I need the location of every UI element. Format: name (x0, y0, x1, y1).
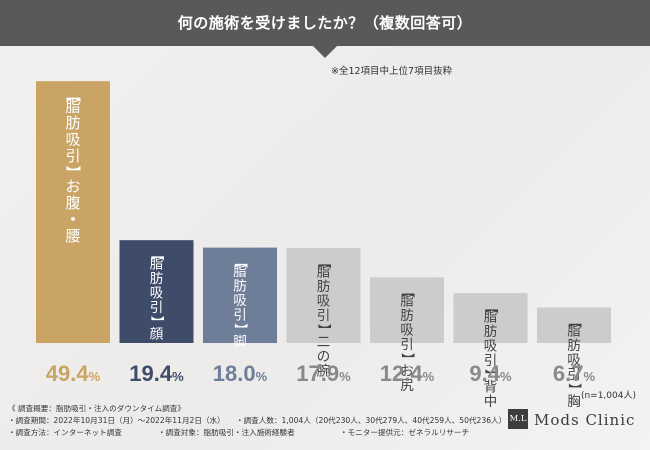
svg-text:吸: 吸 (567, 353, 581, 369)
value-label-3: 18.0% (213, 361, 268, 386)
svg-text:腕: 腕 (317, 363, 331, 379)
svg-text:肪: 肪 (400, 308, 414, 324)
svg-text:顔: 顔 (150, 326, 164, 342)
svg-text:【: 【 (483, 300, 499, 314)
value-label-2: 19.4% (129, 361, 184, 386)
bar-label-2: 【脂肪吸引】顔 (149, 247, 165, 342)
svg-text:脂: 脂 (233, 264, 247, 280)
bar-label-7: 【脂肪吸引】胸 (566, 315, 582, 410)
svg-text:脂: 脂 (400, 293, 414, 309)
bar-label-1: 【脂肪吸引】お腹・腰 (64, 88, 82, 245)
bar-5 (370, 277, 444, 343)
svg-text:【: 【 (149, 247, 165, 261)
bar-6 (453, 293, 528, 343)
svg-text:お: お (400, 364, 414, 380)
svg-text:引: 引 (65, 147, 80, 165)
svg-text:尻: 尻 (400, 378, 414, 394)
svg-text:お: お (65, 177, 80, 195)
svg-text:】: 】 (483, 369, 499, 383)
svg-text:背: 背 (484, 379, 498, 395)
sample-size-label: (n=1,004人) (580, 391, 636, 401)
svg-text:肪: 肪 (317, 279, 331, 295)
bar-4 (286, 248, 361, 343)
bar-label-4: 【脂肪吸引】二の腕 (316, 255, 332, 379)
svg-text:吸: 吸 (484, 338, 498, 354)
svg-text:腰: 腰 (65, 227, 80, 245)
chart-title: 何の施術を受けましたか？（複数回答可） (177, 14, 473, 32)
header-pointer (313, 46, 337, 58)
svg-text:腹: 腹 (65, 194, 80, 212)
svg-text:肪: 肪 (150, 271, 164, 287)
svg-text:肪: 肪 (233, 278, 247, 294)
svg-text:【: 【 (566, 315, 582, 329)
svg-text:吸: 吸 (65, 131, 80, 149)
svg-text:】: 】 (316, 324, 332, 338)
logo-text: Mods Clinic (534, 411, 636, 429)
svg-text:】: 】 (149, 316, 165, 330)
svg-text:胸: 胸 (567, 394, 581, 410)
svg-text:肪: 肪 (484, 324, 498, 340)
svg-text:二: 二 (317, 334, 331, 350)
brand-logo: M.L Mods Clinic (508, 409, 640, 431)
svg-text:肪: 肪 (567, 338, 581, 354)
svg-text:脂: 脂 (65, 98, 80, 116)
bar-1 (36, 81, 110, 344)
bar-3 (203, 247, 277, 343)
svg-text:【: 【 (316, 255, 332, 269)
svg-text:引: 引 (567, 367, 581, 383)
value-label-5: 12.4% (380, 361, 435, 386)
svg-text:【: 【 (399, 285, 415, 299)
bar-7 (537, 307, 611, 343)
svg-text:】: 】 (399, 353, 415, 367)
value-label-1: 49.4% (46, 361, 101, 386)
svg-text:の: の (317, 349, 331, 365)
svg-text:引: 引 (233, 307, 247, 323)
svg-text:】: 】 (64, 165, 82, 180)
chart-note: ※全12項目中上位7項目抜粋 (331, 66, 453, 77)
svg-text:吸: 吸 (400, 322, 414, 338)
svg-text:・: ・ (65, 210, 80, 228)
svg-text:【: 【 (64, 88, 82, 103)
svg-text:脂: 脂 (484, 309, 498, 325)
svg-text:脂: 脂 (317, 264, 331, 280)
bar-2 (119, 240, 194, 343)
svg-text:引: 引 (150, 300, 164, 316)
value-label-7: 6.7% (553, 361, 596, 386)
svg-text:中: 中 (484, 394, 498, 410)
svg-text:】: 】 (232, 323, 248, 337)
svg-text:【: 【 (232, 255, 248, 269)
bar-label-6: 【脂肪吸引】背中 (483, 300, 499, 410)
value-label-4: 17.9% (296, 361, 351, 386)
svg-text:脂: 脂 (150, 256, 164, 272)
svg-text:引: 引 (400, 337, 414, 353)
svg-text:引: 引 (317, 308, 331, 324)
svg-text:吸: 吸 (150, 285, 164, 301)
svg-text:脚: 脚 (233, 334, 247, 350)
svg-text:引: 引 (484, 353, 498, 369)
svg-text:】: 】 (566, 383, 582, 397)
value-label-6: 9.4% (469, 361, 512, 386)
bar-label-3: 【脂肪吸引】脚 (232, 255, 248, 350)
chart-header: 何の施術を受けましたか？（複数回答可） (0, 0, 650, 46)
svg-text:吸: 吸 (317, 293, 331, 309)
svg-text:肪: 肪 (65, 114, 80, 132)
svg-text:脂: 脂 (567, 324, 581, 340)
bar-label-5: 【脂肪吸引】お尻 (399, 285, 415, 395)
svg-text:吸: 吸 (233, 293, 247, 309)
logo-mark: M.L (508, 409, 528, 429)
